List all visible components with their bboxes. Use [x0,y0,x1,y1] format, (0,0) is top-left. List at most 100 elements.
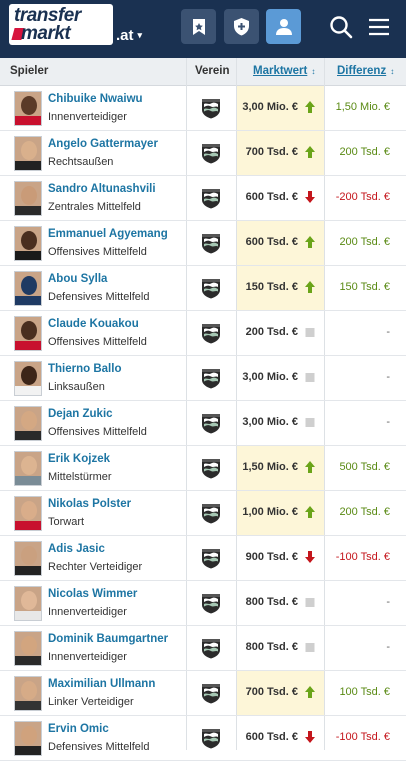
value-difference: - [386,416,390,428]
difference-sort-link[interactable]: Differenz [337,65,387,77]
table-row[interactable]: Erik Kojzek Mittelstürmer 1,50 Mio. € 500 T… [0,446,406,491]
player-photo[interactable] [14,496,42,531]
market-value: 600 Tsd. € [245,731,298,743]
player-photo[interactable] [14,361,42,396]
player-name-link[interactable]: Adis Jasic [48,543,105,555]
market-value-sort-link[interactable]: Marktwert [253,65,308,77]
club-crest-icon[interactable] [201,728,221,749]
player-photo-shirt [15,566,41,575]
player-name-link[interactable]: Erik Kojzek [48,453,110,465]
table-row[interactable]: Dejan Zukic Offensives Mittelfeld 3,00 Mio… [0,401,406,446]
player-name-link[interactable]: Thierno Ballo [48,363,122,375]
market-value: 700 Tsd. € [245,686,298,698]
table-row[interactable]: Abou Sylla Defensives Mittelfeld 150 Tsd. … [0,266,406,311]
player-name-link[interactable]: Claude Kouakou [48,318,139,330]
player-photo-shirt [15,431,41,440]
player-photo-head [21,456,37,475]
player-photo[interactable] [14,271,42,306]
club-crest-icon[interactable] [201,188,221,209]
no-change-icon [304,370,316,384]
club-shield-button[interactable] [224,9,259,44]
player-photo[interactable] [14,406,42,441]
table-row[interactable]: Emmanuel Agyemang Offensives Mittelfeld 60… [0,221,406,266]
player-photo[interactable] [14,541,42,576]
table-row[interactable]: Maximilian Ullmann Linker Verteidiger 700 … [0,671,406,716]
market-value: 3,00 Mio. € [242,371,298,383]
chevron-down-icon: ▾ [137,30,143,40]
club-crest-icon[interactable] [201,368,221,389]
table-row[interactable]: Sandro Altunashvili Zentrales Mittelfeld 6… [0,176,406,221]
table-row[interactable]: Thierno Ballo Linksaußen 3,00 Mio. € - [0,356,406,401]
player-photo-head [21,96,37,115]
player-photo-shirt [15,251,41,260]
player-name-link[interactable]: Dominik Baumgartner [48,633,169,645]
club-crest-icon[interactable] [201,593,221,614]
player-photo-shirt [15,341,41,350]
player-name-link[interactable]: Sandro Altunashvili [48,183,156,195]
club-crest-icon[interactable] [201,503,221,524]
table-row[interactable]: Angelo Gattermayer Rechtsaußen 700 Tsd. € 2… [0,131,406,176]
arrow-up-icon [304,505,316,519]
table-row[interactable]: Dominik Baumgartner Innenverteidiger 800 T… [0,626,406,671]
club-crest-icon[interactable] [201,98,221,119]
value-difference: -100 Tsd. € [335,551,390,563]
player-name-link[interactable]: Emmanuel Agyemang [48,228,168,240]
player-photo[interactable] [14,226,42,261]
arrow-down-icon [304,190,316,204]
player-photo[interactable] [14,586,42,621]
market-value: 1,00 Mio. € [242,506,298,518]
player-name-link[interactable]: Nicolas Wimmer [48,588,138,600]
market-value: 200 Tsd. € [245,326,298,338]
player-name-link[interactable]: Ervin Omic [48,723,109,735]
country-domain-selector[interactable]: .at ▾ [116,27,142,44]
value-difference: 200 Tsd. € [339,146,390,158]
value-difference: 1,50 Mio. € [335,101,390,113]
market-value: 3,00 Mio. € [242,101,298,113]
table-row[interactable]: Chibuike Nwaiwu Innenverteidiger 3,00 Mio.… [0,86,406,131]
player-photo[interactable] [14,721,42,756]
club-crest-icon[interactable] [201,143,221,164]
player-name-link[interactable]: Dejan Zukic [48,408,113,420]
player-photo-head [21,366,37,385]
player-photo[interactable] [14,181,42,216]
club-crest-icon[interactable] [201,323,221,344]
club-crest-icon[interactable] [201,638,221,659]
market-value: 900 Tsd. € [245,551,298,563]
club-crest-icon[interactable] [201,233,221,254]
player-name-link[interactable]: Chibuike Nwaiwu [48,93,143,105]
player-name-link[interactable]: Abou Sylla [48,273,108,285]
club-crest-icon[interactable] [201,413,221,434]
transfermarkt-logo[interactable]: transfer markt [9,4,113,45]
player-name-link[interactable]: Maximilian Ullmann [48,678,156,690]
market-value: 600 Tsd. € [245,236,298,248]
club-crest-icon[interactable] [201,683,221,704]
menu-button[interactable] [363,11,395,43]
table-row[interactable]: Nicolas Wimmer Innenverteidiger 800 Tsd. €… [0,581,406,626]
profile-button[interactable] [266,9,301,44]
club-crest-icon[interactable] [201,458,221,479]
player-photo[interactable] [14,91,42,126]
player-photo[interactable] [14,136,42,171]
player-photo[interactable] [14,676,42,711]
club-crest-icon[interactable] [201,278,221,299]
no-change-icon [304,640,316,654]
player-name-link[interactable]: Angelo Gattermayer [48,138,158,150]
table-row[interactable]: Adis Jasic Rechter Verteidiger 900 Tsd. € -… [0,536,406,581]
table-row[interactable]: Nikolas Polster Torwart 1,00 Mio. € 200 Tsd… [0,491,406,536]
no-change-icon [304,325,316,339]
value-difference: - [386,371,390,383]
player-photo-head [21,411,37,430]
table-row[interactable]: Ervin Omic Defensives Mittelfeld 600 Tsd. … [0,716,406,761]
player-photo[interactable] [14,316,42,351]
player-photo[interactable] [14,631,42,666]
table-row[interactable]: Claude Kouakou Offensives Mittelfeld 200 T… [0,311,406,356]
club-crest-icon[interactable] [201,548,221,569]
player-name-link[interactable]: Nikolas Polster [48,498,132,510]
column-header-market-value[interactable]: Marktwert ↕ [253,65,315,77]
column-header-difference[interactable]: Differenz ↕ [337,65,394,77]
player-photo-head [21,636,37,655]
player-photo[interactable] [14,451,42,486]
bookmark-button[interactable] [181,9,216,44]
search-button[interactable] [325,11,357,43]
player-position: Rechtsaußen [48,156,114,168]
